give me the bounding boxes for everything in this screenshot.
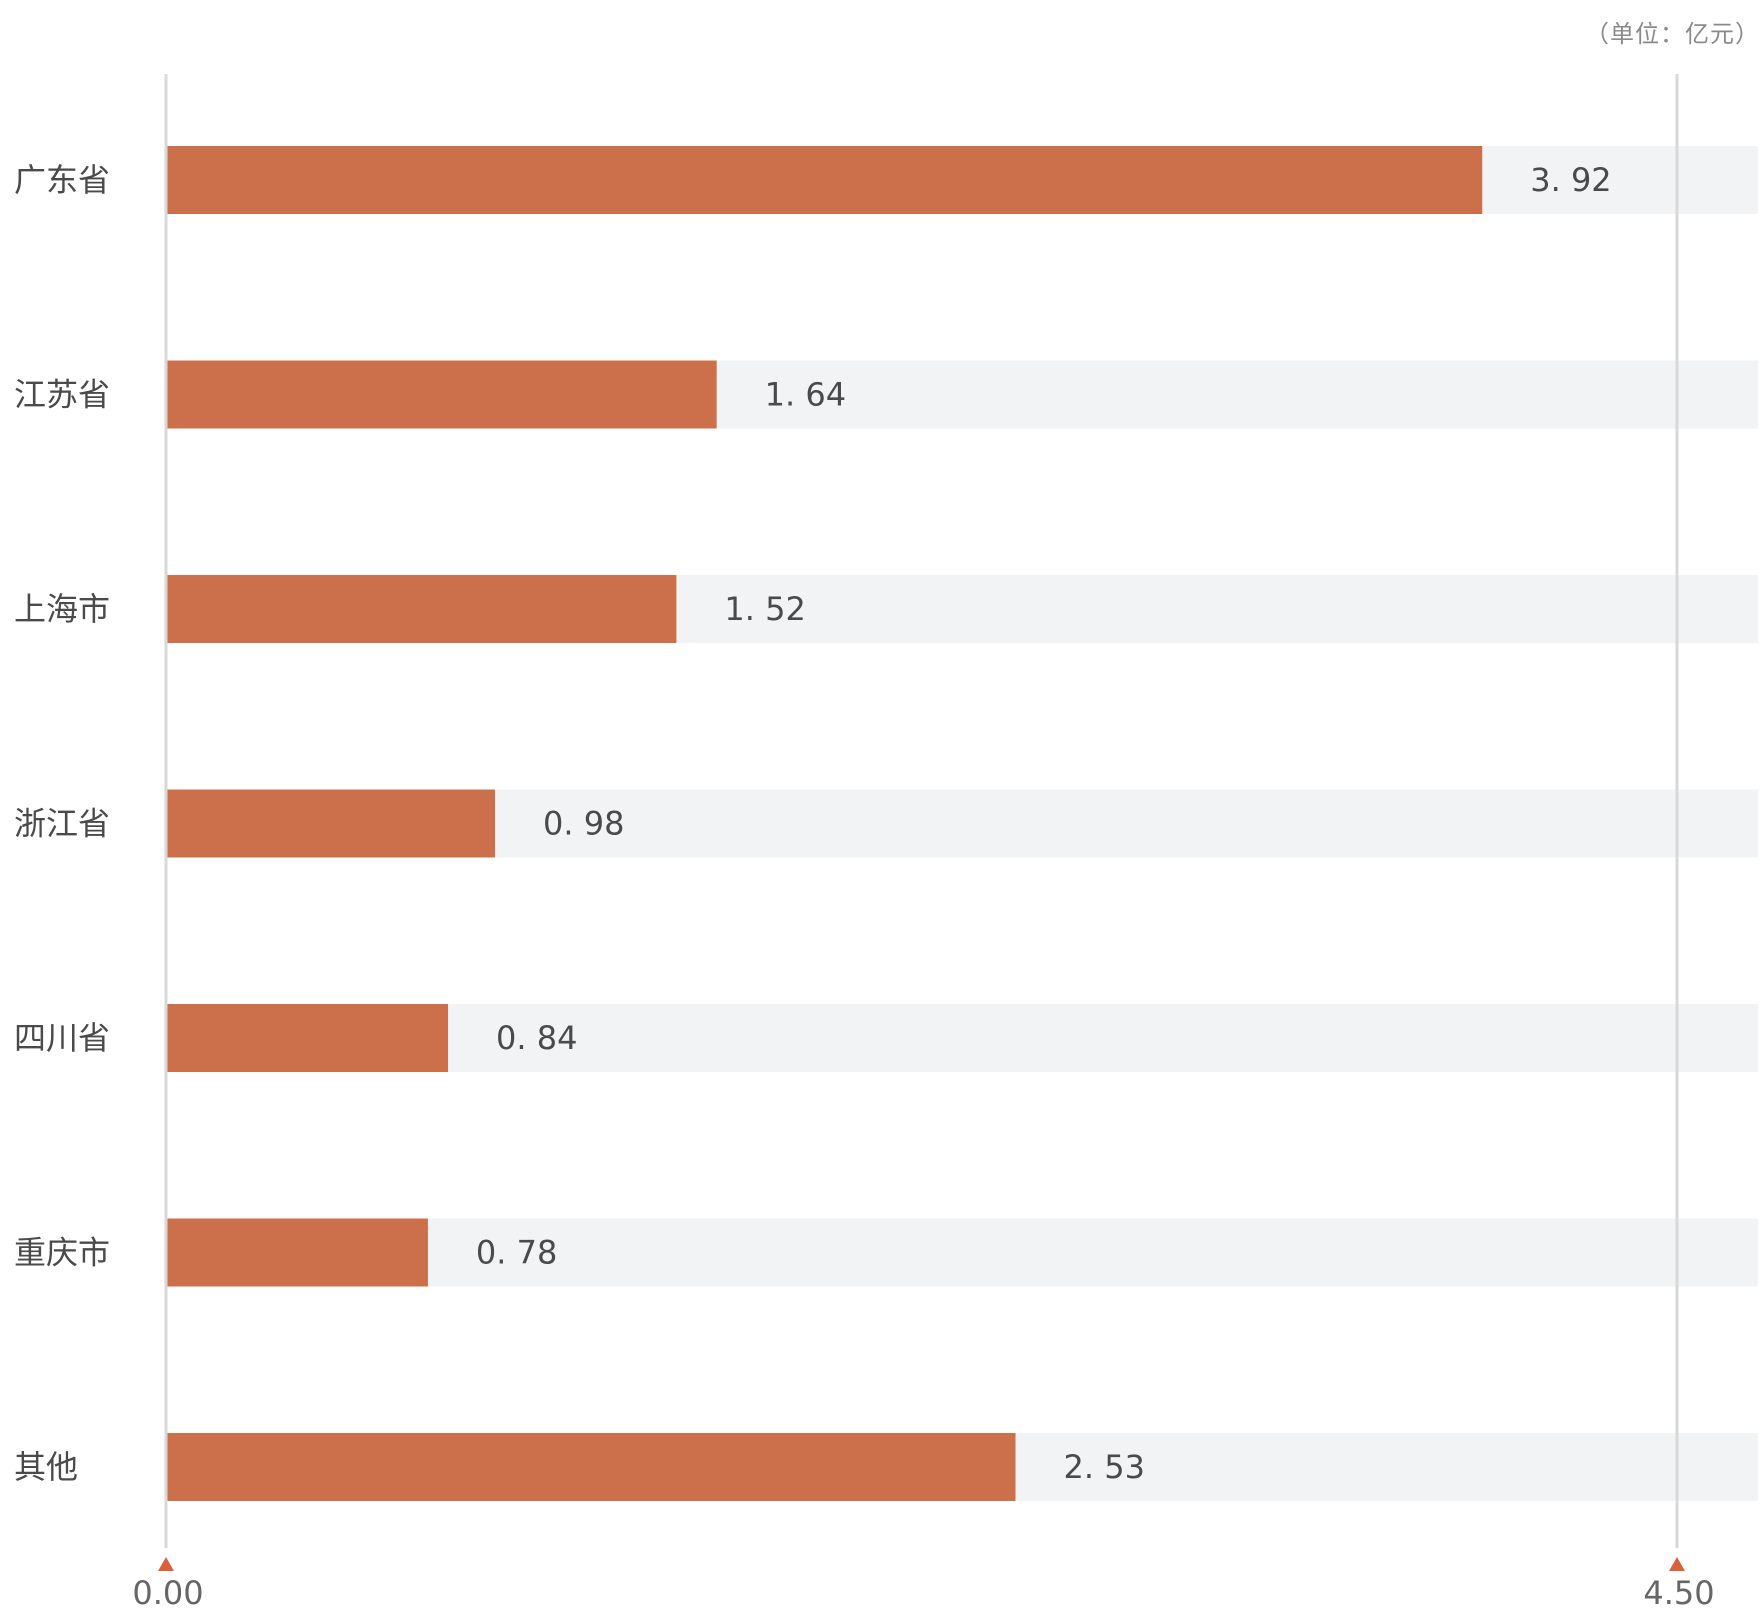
category-label: 重庆市 bbox=[14, 1234, 110, 1272]
category-label: 四川省 bbox=[14, 1019, 110, 1057]
axis-marker bbox=[1669, 1557, 1685, 1571]
category-label: 其他 bbox=[14, 1448, 78, 1486]
bar bbox=[166, 1218, 428, 1287]
bar bbox=[166, 789, 496, 858]
bar bbox=[166, 146, 1483, 214]
category-label: 上海市 bbox=[14, 590, 110, 628]
category-label: 江苏省 bbox=[14, 376, 110, 414]
unit-label: （单位：亿元） bbox=[1585, 20, 1760, 48]
bar-track bbox=[166, 1218, 1758, 1287]
axis-marker bbox=[158, 1557, 174, 1571]
tick-label: 0.00 bbox=[132, 1574, 203, 1612]
value-label: 0. 78 bbox=[476, 1234, 557, 1272]
value-label: 0. 98 bbox=[543, 805, 624, 843]
bar bbox=[166, 1004, 449, 1072]
value-label: 1. 52 bbox=[724, 590, 805, 628]
tick-label: 4.50 bbox=[1643, 1574, 1714, 1612]
value-label: 3. 92 bbox=[1530, 161, 1611, 199]
bar bbox=[166, 1433, 1016, 1501]
category-label: 广东省 bbox=[14, 161, 110, 199]
value-label: 0. 84 bbox=[496, 1019, 577, 1057]
value-label: 1. 64 bbox=[765, 376, 846, 414]
bar bbox=[166, 360, 717, 429]
bar bbox=[166, 575, 677, 643]
category-label: 浙江省 bbox=[14, 805, 110, 843]
value-label: 2. 53 bbox=[1064, 1448, 1145, 1486]
